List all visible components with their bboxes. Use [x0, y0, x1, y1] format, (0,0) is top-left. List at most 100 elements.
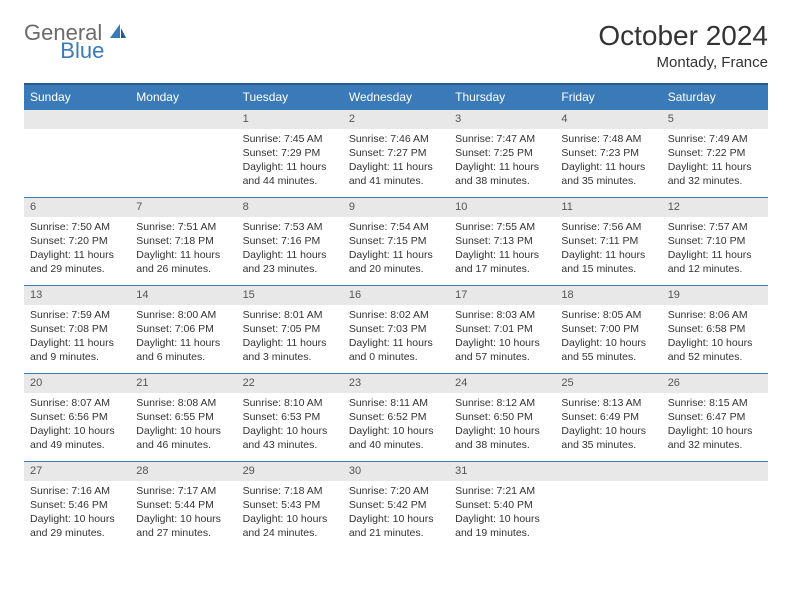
location: Montady, France	[598, 54, 768, 71]
calendar-day-cell: 27Sunrise: 7:16 AMSunset: 5:46 PMDayligh…	[24, 461, 130, 549]
day-details: Sunrise: 7:53 AMSunset: 7:16 PMDaylight:…	[237, 217, 343, 280]
sunset-text: Sunset: 7:16 PM	[243, 234, 337, 248]
day-number: 18	[555, 285, 661, 305]
daylight-text: Daylight: 10 hours and 24 minutes.	[243, 512, 337, 540]
calendar-empty-cell	[130, 109, 236, 197]
day-number: 12	[662, 197, 768, 217]
sunset-text: Sunset: 6:50 PM	[455, 410, 549, 424]
sunrise-text: Sunrise: 7:59 AM	[30, 308, 124, 322]
day-number: 1	[237, 109, 343, 129]
sunrise-text: Sunrise: 7:18 AM	[243, 484, 337, 498]
weekday-header-row: SundayMondayTuesdayWednesdayThursdayFrid…	[24, 84, 768, 109]
sunrise-text: Sunrise: 8:15 AM	[668, 396, 762, 410]
sunrise-text: Sunrise: 7:51 AM	[136, 220, 230, 234]
daylight-text: Daylight: 11 hours and 0 minutes.	[349, 336, 443, 364]
weekday-header: Thursday	[449, 84, 555, 109]
day-details: Sunrise: 7:55 AMSunset: 7:13 PMDaylight:…	[449, 217, 555, 280]
day-number: 14	[130, 285, 236, 305]
calendar-week-row: 20Sunrise: 8:07 AMSunset: 6:56 PMDayligh…	[24, 373, 768, 461]
calendar-day-cell: 17Sunrise: 8:03 AMSunset: 7:01 PMDayligh…	[449, 285, 555, 373]
sunrise-text: Sunrise: 7:46 AM	[349, 132, 443, 146]
calendar-day-cell: 23Sunrise: 8:11 AMSunset: 6:52 PMDayligh…	[343, 373, 449, 461]
day-details: Sunrise: 8:10 AMSunset: 6:53 PMDaylight:…	[237, 393, 343, 456]
calendar-day-cell: 12Sunrise: 7:57 AMSunset: 7:10 PMDayligh…	[662, 197, 768, 285]
day-details: Sunrise: 7:20 AMSunset: 5:42 PMDaylight:…	[343, 481, 449, 544]
daylight-text: Daylight: 11 hours and 6 minutes.	[136, 336, 230, 364]
sunset-text: Sunset: 7:03 PM	[349, 322, 443, 336]
sunrise-text: Sunrise: 8:13 AM	[561, 396, 655, 410]
sunset-text: Sunset: 5:44 PM	[136, 498, 230, 512]
daylight-text: Daylight: 10 hours and 21 minutes.	[349, 512, 443, 540]
sunrise-text: Sunrise: 8:10 AM	[243, 396, 337, 410]
sunset-text: Sunset: 7:05 PM	[243, 322, 337, 336]
sunrise-text: Sunrise: 7:45 AM	[243, 132, 337, 146]
day-number: 4	[555, 109, 661, 129]
logo-sail-icon	[108, 22, 128, 45]
day-number: 13	[24, 285, 130, 305]
calendar-week-row: 6Sunrise: 7:50 AMSunset: 7:20 PMDaylight…	[24, 197, 768, 285]
daylight-text: Daylight: 10 hours and 43 minutes.	[243, 424, 337, 452]
daylight-text: Daylight: 10 hours and 46 minutes.	[136, 424, 230, 452]
weekday-header: Friday	[555, 84, 661, 109]
calendar-day-cell: 13Sunrise: 7:59 AMSunset: 7:08 PMDayligh…	[24, 285, 130, 373]
sunrise-text: Sunrise: 8:00 AM	[136, 308, 230, 322]
calendar-day-cell: 22Sunrise: 8:10 AMSunset: 6:53 PMDayligh…	[237, 373, 343, 461]
day-number: 10	[449, 197, 555, 217]
daylight-text: Daylight: 10 hours and 35 minutes.	[561, 424, 655, 452]
daylight-text: Daylight: 11 hours and 15 minutes.	[561, 248, 655, 276]
weekday-header: Monday	[130, 84, 236, 109]
calendar-day-cell: 24Sunrise: 8:12 AMSunset: 6:50 PMDayligh…	[449, 373, 555, 461]
calendar-day-cell: 2Sunrise: 7:46 AMSunset: 7:27 PMDaylight…	[343, 109, 449, 197]
calendar-day-cell: 15Sunrise: 8:01 AMSunset: 7:05 PMDayligh…	[237, 285, 343, 373]
day-details: Sunrise: 7:57 AMSunset: 7:10 PMDaylight:…	[662, 217, 768, 280]
sunset-text: Sunset: 7:18 PM	[136, 234, 230, 248]
day-details: Sunrise: 7:56 AMSunset: 7:11 PMDaylight:…	[555, 217, 661, 280]
header: General Blue October 2024 Montady, Franc…	[24, 20, 768, 71]
day-number: 11	[555, 197, 661, 217]
day-number: 8	[237, 197, 343, 217]
day-number: 17	[449, 285, 555, 305]
sunset-text: Sunset: 7:15 PM	[349, 234, 443, 248]
sunset-text: Sunset: 7:20 PM	[30, 234, 124, 248]
day-number: 24	[449, 373, 555, 393]
day-number: 19	[662, 285, 768, 305]
calendar-week-row: 13Sunrise: 7:59 AMSunset: 7:08 PMDayligh…	[24, 285, 768, 373]
day-details: Sunrise: 8:00 AMSunset: 7:06 PMDaylight:…	[130, 305, 236, 368]
calendar-day-cell: 11Sunrise: 7:56 AMSunset: 7:11 PMDayligh…	[555, 197, 661, 285]
day-details: Sunrise: 7:21 AMSunset: 5:40 PMDaylight:…	[449, 481, 555, 544]
sunset-text: Sunset: 5:43 PM	[243, 498, 337, 512]
sunrise-text: Sunrise: 8:12 AM	[455, 396, 549, 410]
day-details: Sunrise: 8:07 AMSunset: 6:56 PMDaylight:…	[24, 393, 130, 456]
sunrise-text: Sunrise: 8:05 AM	[561, 308, 655, 322]
sunset-text: Sunset: 7:27 PM	[349, 146, 443, 160]
daylight-text: Daylight: 10 hours and 29 minutes.	[30, 512, 124, 540]
day-details: Sunrise: 8:12 AMSunset: 6:50 PMDaylight:…	[449, 393, 555, 456]
calendar-day-cell: 20Sunrise: 8:07 AMSunset: 6:56 PMDayligh…	[24, 373, 130, 461]
calendar-day-cell: 16Sunrise: 8:02 AMSunset: 7:03 PMDayligh…	[343, 285, 449, 373]
day-number: 5	[662, 109, 768, 129]
calendar-day-cell: 19Sunrise: 8:06 AMSunset: 6:58 PMDayligh…	[662, 285, 768, 373]
sunrise-text: Sunrise: 7:57 AM	[668, 220, 762, 234]
weekday-header: Sunday	[24, 84, 130, 109]
weekday-header: Wednesday	[343, 84, 449, 109]
calendar-day-cell: 29 Sunrise: 7:18 AMSunset: 5:43 PMDayligh…	[237, 461, 343, 549]
daylight-text: Daylight: 11 hours and 9 minutes.	[30, 336, 124, 364]
day-number	[555, 461, 661, 481]
day-number: 3	[449, 109, 555, 129]
daylight-text: Daylight: 11 hours and 29 minutes.	[30, 248, 124, 276]
day-number: 29	[237, 461, 343, 481]
daylight-text: Daylight: 10 hours and 49 minutes.	[30, 424, 124, 452]
month-title: October 2024	[598, 20, 768, 52]
sunset-text: Sunset: 6:53 PM	[243, 410, 337, 424]
day-details: Sunrise: 7:46 AMSunset: 7:27 PMDaylight:…	[343, 129, 449, 192]
daylight-text: Daylight: 11 hours and 12 minutes.	[668, 248, 762, 276]
sunrise-text: Sunrise: 7:53 AM	[243, 220, 337, 234]
calendar-day-cell: 25Sunrise: 8:13 AMSunset: 6:49 PMDayligh…	[555, 373, 661, 461]
daylight-text: Daylight: 10 hours and 32 minutes.	[668, 424, 762, 452]
day-details: Sunrise: 7:51 AMSunset: 7:18 PMDaylight:…	[130, 217, 236, 280]
day-details: Sunrise: 8:11 AMSunset: 6:52 PMDaylight:…	[343, 393, 449, 456]
day-number	[662, 461, 768, 481]
weekday-header: Tuesday	[237, 84, 343, 109]
daylight-text: Daylight: 11 hours and 41 minutes.	[349, 160, 443, 188]
day-details: Sunrise: 8:15 AMSunset: 6:47 PMDaylight:…	[662, 393, 768, 456]
